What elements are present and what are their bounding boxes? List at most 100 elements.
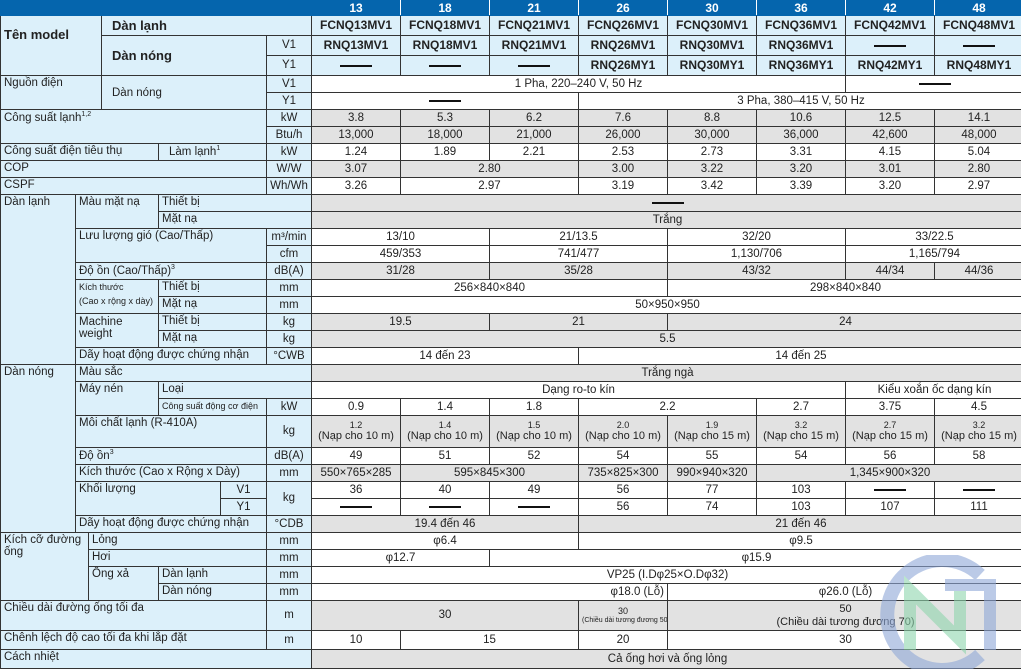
cell: 107 bbox=[845, 498, 935, 516]
not-available-dash bbox=[518, 505, 550, 508]
cell: φ15.9 bbox=[489, 549, 1021, 567]
power-y1-value: 3 Pha, 380–415 V, 50 Hz bbox=[578, 92, 1021, 110]
charge-note: (Nạp cho 10 m) bbox=[585, 430, 661, 443]
unit-label: Thiết bị bbox=[158, 313, 267, 331]
cell: 1.4 bbox=[400, 398, 490, 416]
cell: Trắng ngà bbox=[311, 364, 1021, 382]
cell: 77 bbox=[667, 481, 757, 499]
unit-m3min: m³/min bbox=[266, 228, 312, 246]
unit-mm: mm bbox=[266, 279, 312, 297]
piping-text: Kích cỡ đường bbox=[4, 534, 82, 546]
indoor-label: Dàn lạnh bbox=[101, 15, 312, 36]
cell: 18,000 bbox=[400, 126, 490, 144]
cell: φ9.5 bbox=[578, 532, 1021, 550]
cell: 2.97 bbox=[934, 177, 1021, 195]
kg-value: 1.5 bbox=[527, 419, 541, 430]
max-length-label: Chiều dài đường ống tối đa bbox=[0, 600, 267, 631]
compressor-label: Máy nén bbox=[75, 381, 159, 416]
cell: 595×845×300 bbox=[400, 464, 579, 482]
outdoor-range-row: Dãy hoạt động được chứng nhận °CDB 19.4 … bbox=[1, 515, 1021, 533]
unit-m: m bbox=[266, 600, 312, 631]
indoor-model: FCNQ26MV1 bbox=[578, 15, 668, 36]
not-available-dash bbox=[963, 488, 995, 491]
cell: Trắng bbox=[311, 211, 1021, 229]
outdoor-v1-model-row: Dàn nóng V1 RNQ13MV1 RNQ18MV1 RNQ21MV1 R… bbox=[1, 35, 1021, 76]
cell: 3.01 bbox=[845, 160, 935, 178]
charge-note: (Nạp cho 15 m) bbox=[674, 430, 750, 443]
compressor-type-row: Máy nén Loại Dạng ro-to kín Kiểu xoắn ốc… bbox=[1, 381, 1021, 416]
unit-label: Thiết bị bbox=[158, 279, 267, 297]
outdoor-label: Dàn nóng bbox=[101, 35, 267, 76]
cell: 1.24 bbox=[311, 143, 401, 161]
outdoor-y1-model: RNQ26MY1 bbox=[578, 55, 668, 76]
cell: 3.39 bbox=[756, 177, 846, 195]
power-supply-label: Nguồn điện bbox=[0, 75, 102, 110]
unit-mm: mm bbox=[266, 464, 312, 482]
unit-kg: kg bbox=[266, 330, 312, 348]
length-value: 30 bbox=[617, 605, 628, 616]
outdoor-v1-model: RNQ30MV1 bbox=[667, 35, 757, 56]
capacity-42: 42 bbox=[845, 0, 935, 16]
cell: 3.2 (Nạp cho 15 m) bbox=[756, 415, 846, 448]
liquid-label: Lỏng bbox=[88, 532, 267, 550]
unit-mm: mm bbox=[266, 566, 312, 584]
type-label: Loại bbox=[158, 381, 312, 399]
casing-color-label: Màu sắc bbox=[75, 364, 312, 382]
charge-note: (Nạp cho 15 m) bbox=[763, 430, 839, 443]
unit-dba: dB(A) bbox=[266, 262, 312, 280]
cooling-btu-row: Btu/h 13,000 18,000 21,000 26,000 30,000… bbox=[1, 126, 1021, 144]
machine-text: Machine bbox=[79, 316, 123, 328]
cell: 36 bbox=[311, 481, 401, 499]
cell: 14.1 bbox=[934, 109, 1021, 127]
cell: 21,000 bbox=[489, 126, 579, 144]
footnote-ref: 1,2 bbox=[81, 111, 92, 118]
cspf-row: CSPF Wh/Wh 3.26 2.97 3.19 3.42 3.39 3.20… bbox=[0, 177, 1021, 195]
drain-label: Ống xả bbox=[88, 566, 159, 601]
unit-mm: mm bbox=[266, 532, 312, 550]
unit-ww: W/W bbox=[266, 160, 312, 178]
cell: 5.5 bbox=[311, 330, 1021, 348]
unit-mm: mm bbox=[266, 549, 312, 567]
unit-kw: kW bbox=[266, 398, 312, 416]
capacity-36: 36 bbox=[756, 0, 846, 16]
cell: 741/477 bbox=[489, 245, 668, 263]
outdoor-v1-model: RNQ26MV1 bbox=[578, 35, 668, 56]
cell: 2.0 (Nạp cho 10 m) bbox=[578, 415, 668, 448]
cell: φ6.4 bbox=[311, 532, 579, 550]
cell: 5.04 bbox=[934, 143, 1021, 161]
equivalent-note: (Chiều dài tương đương 50) bbox=[582, 616, 668, 624]
cell: 6.2 bbox=[489, 109, 579, 127]
indoor-noise-row: Độ ồn (Cao/Thấp)3 dB(A) 31/28 35/28 43/3… bbox=[1, 262, 1021, 280]
cell: 21/13.5 bbox=[489, 228, 668, 246]
capacity-13: 13 bbox=[311, 0, 401, 16]
cell: 2.21 bbox=[489, 143, 579, 161]
capacity-26: 26 bbox=[578, 0, 668, 16]
outdoor-section-label: Dàn nóng bbox=[0, 364, 76, 533]
cell: 24 bbox=[667, 313, 1021, 331]
cell: 3.19 bbox=[578, 177, 668, 195]
indoor-model: FCNQ30MV1 bbox=[667, 15, 757, 36]
v1-label: V1 bbox=[220, 481, 267, 499]
y1-label: Y1 bbox=[266, 92, 312, 110]
outdoor-y1-model bbox=[400, 55, 490, 76]
cell: 14 đến 25 bbox=[578, 347, 1021, 365]
drain-indoor-row: Ống xả Dàn lạnh mm VP25 (I.Dφ25×O.Dφ32) bbox=[1, 566, 1021, 601]
cell: 15 bbox=[400, 630, 579, 650]
power-outdoor-label: Dàn nóng bbox=[101, 75, 267, 110]
capacity-18: 18 bbox=[400, 0, 490, 16]
not-available-dash bbox=[963, 45, 995, 48]
cell: 30,000 bbox=[667, 126, 757, 144]
cell: 5.3 bbox=[400, 109, 490, 127]
cell: 30 bbox=[667, 630, 1021, 650]
cooling-kw-row: Công suất lạnh1,2 kW 3.8 5.3 6.2 7.6 8.8… bbox=[0, 109, 1021, 144]
cell: 19.4 đến 46 bbox=[311, 515, 579, 533]
cell: 56 bbox=[578, 481, 668, 499]
machine-weight-label: Machine weight bbox=[75, 313, 159, 348]
piping-liquid-row: Kích cỡ đường ống Lỏng mm φ6.4 φ9.5 bbox=[0, 532, 1021, 601]
indoor-panel-color-unit-row: Dàn lạnh Màu mặt nạ Thiết bị bbox=[0, 194, 1021, 365]
cell: 2.2 bbox=[578, 398, 757, 416]
cell: 3.31 bbox=[756, 143, 846, 161]
outdoor-y1-model: RNQ30MY1 bbox=[667, 55, 757, 76]
cell: 43/32 bbox=[667, 262, 846, 280]
unit-kg: kg bbox=[266, 313, 312, 331]
